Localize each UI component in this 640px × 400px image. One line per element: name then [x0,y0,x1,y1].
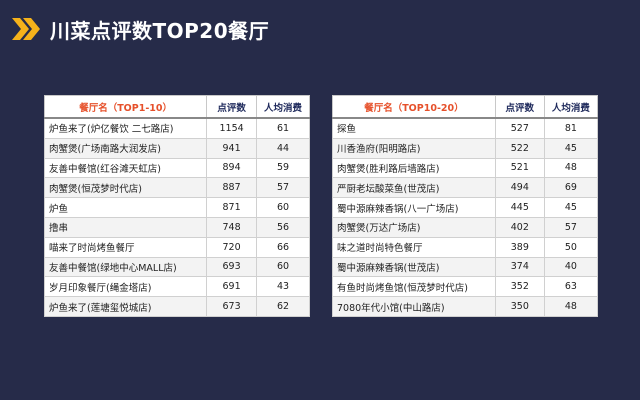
review-count-cell: 748 [206,216,258,238]
restaurant-name-cell: 肉蟹煲(恒茂梦时代店) [43,177,208,199]
table-row: 喵来了时尚烤鱼餐厅 720 66 [43,236,310,258]
avg-price-cell: 61 [256,117,310,139]
restaurant-name-cell: 肉蟹煲(胜利路后墙路店) [332,157,496,179]
column-header-reviews: 点评数 [206,95,258,119]
avg-price-cell: 40 [543,256,599,278]
restaurant-name-cell: 川香渔府(阳明路店) [332,137,496,159]
table-row: 探鱼 527 81 [332,117,599,139]
avg-price-cell: 48 [543,296,599,317]
review-count-cell: 494 [494,177,545,199]
review-count-cell: 350 [494,296,545,317]
avg-price-cell: 60 [256,197,310,218]
avg-price-cell: 60 [256,256,310,278]
table-header-row: 餐厅名（TOP10-20） 点评数 人均消费 [332,95,599,119]
restaurant-name-cell: 7080年代小馆(中山路店) [332,296,496,317]
table-header-row: 餐厅名（TOP1-10） 点评数 人均消费 [43,95,310,119]
table-row: 友善中餐馆(红谷滩天虹店) 894 59 [43,157,310,179]
review-count-cell: 871 [206,197,258,218]
avg-price-cell: 45 [543,137,599,159]
avg-price-cell: 62 [256,296,310,317]
table-row: 炉鱼来了(莲塘玺悦城店) 673 62 [43,296,310,317]
review-count-cell: 374 [494,256,545,278]
table-row: 味之道时尚特色餐厅 389 50 [332,236,599,258]
table-row: 有鱼时尚烤鱼馆(恒茂梦时代店) 352 63 [332,276,599,298]
avg-price-cell: 59 [256,157,310,179]
avg-price-cell: 69 [543,177,599,199]
review-count-cell: 693 [206,256,258,278]
review-count-cell: 521 [494,157,545,179]
review-count-cell: 402 [494,216,545,238]
avg-price-cell: 43 [256,276,310,298]
avg-price-cell: 48 [543,157,599,179]
review-count-cell: 389 [494,236,545,258]
restaurant-name-cell: 蜀中源麻辣香锅(八一广场店) [332,197,496,218]
restaurant-name-cell: 友善中餐馆(红谷滩天虹店) [43,157,208,179]
review-count-cell: 887 [206,177,258,199]
avg-price-cell: 57 [256,177,310,199]
restaurant-name-cell: 炉鱼来了(炉亿餐饮 二七路店) [43,117,208,139]
review-count-cell: 691 [206,276,258,298]
restaurant-name-cell: 肉蟹煲(万达广场店) [332,216,496,238]
double-chevron-icon [10,16,42,42]
table-row: 岁月印象餐厅(绳金塔店) 691 43 [43,276,310,298]
restaurant-name-cell: 喵来了时尚烤鱼餐厅 [43,236,208,258]
table-row: 撸串 748 56 [43,216,310,238]
column-header-price: 人均消费 [256,95,310,119]
review-count-cell: 527 [494,117,545,139]
review-count-cell: 941 [206,137,258,159]
review-count-cell: 445 [494,197,545,218]
column-header-name: 餐厅名（TOP1-10） [43,95,208,119]
table-row: 蜀中源麻辣香锅(八一广场店) 445 45 [332,197,599,218]
avg-price-cell: 63 [543,276,599,298]
table-row: 肉蟹煲(广场南路大润发店) 941 44 [43,137,310,159]
column-header-name: 餐厅名（TOP10-20） [332,95,496,119]
restaurant-name-cell: 炉鱼来了(莲塘玺悦城店) [43,296,208,317]
avg-price-cell: 56 [256,216,310,238]
restaurant-name-cell: 友善中餐馆(绿地中心MALL店) [43,256,208,278]
table-row: 7080年代小馆(中山路店) 350 48 [332,296,599,317]
table-row: 肉蟹煲(万达广场店) 402 57 [332,216,599,238]
restaurant-name-cell: 探鱼 [332,117,496,139]
review-count-cell: 894 [206,157,258,179]
column-header-reviews: 点评数 [494,95,545,119]
review-count-cell: 720 [206,236,258,258]
table-row: 肉蟹煲(恒茂梦时代店) 887 57 [43,177,310,199]
table-row: 蜀中源麻辣香锅(世茂店) 374 40 [332,256,599,278]
avg-price-cell: 66 [256,236,310,258]
review-count-cell: 352 [494,276,545,298]
top1-10-table: 餐厅名（TOP1-10） 点评数 人均消费 炉鱼来了(炉亿餐饮 二七路店) 1154 61… [43,95,310,317]
table-row: 友善中餐馆(绿地中心MALL店) 693 60 [43,256,310,278]
table-row: 川香渔府(阳明路店) 522 45 [332,137,599,159]
table-row: 严厨老坛酸菜鱼(世茂店) 494 69 [332,177,599,199]
page-header: 川菜点评数TOP20餐厅 [10,14,269,44]
restaurant-name-cell: 炉鱼 [43,197,208,218]
restaurant-name-cell: 岁月印象餐厅(绳金塔店) [43,276,208,298]
restaurant-name-cell: 蜀中源麻辣香锅(世茂店) [332,256,496,278]
column-header-price: 人均消费 [543,95,599,119]
restaurant-name-cell: 味之道时尚特色餐厅 [332,236,496,258]
review-count-cell: 673 [206,296,258,317]
avg-price-cell: 81 [543,117,599,139]
top10-20-table: 餐厅名（TOP10-20） 点评数 人均消费 探鱼 527 81 川香渔府(阳明路店) 522… [332,95,599,317]
restaurant-name-cell: 有鱼时尚烤鱼馆(恒茂梦时代店) [332,276,496,298]
review-count-cell: 522 [494,137,545,159]
table-row: 炉鱼 871 60 [43,197,310,218]
avg-price-cell: 50 [543,236,599,258]
restaurant-name-cell: 严厨老坛酸菜鱼(世茂店) [332,177,496,199]
page-title: 川菜点评数TOP20餐厅 [50,18,270,43]
avg-price-cell: 57 [543,216,599,238]
review-count-cell: 1154 [206,117,258,139]
table-row: 炉鱼来了(炉亿餐饮 二七路店) 1154 61 [43,117,310,139]
avg-price-cell: 45 [543,197,599,218]
avg-price-cell: 44 [256,137,310,159]
restaurant-name-cell: 撸串 [43,216,208,238]
table-row: 肉蟹煲(胜利路后墙路店) 521 48 [332,157,599,179]
restaurant-name-cell: 肉蟹煲(广场南路大润发店) [43,137,208,159]
